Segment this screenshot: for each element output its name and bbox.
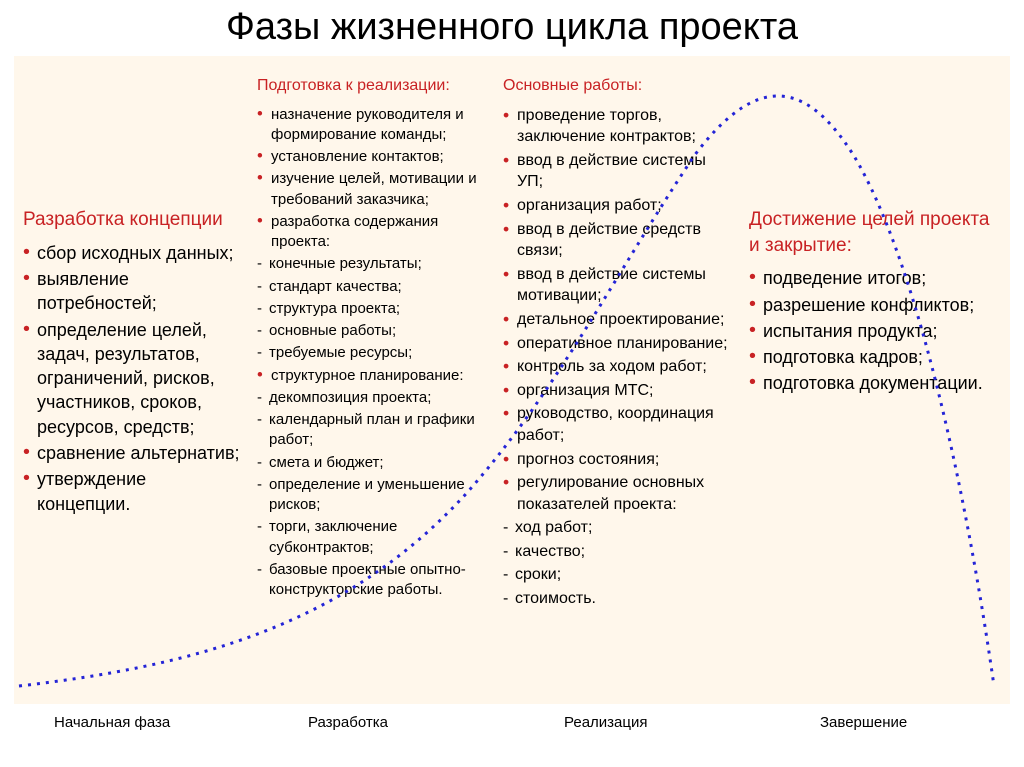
list-item: оперативное планирование;: [503, 333, 733, 355]
columns-wrap: Разработка концепции сбор исходных данны…: [15, 57, 1009, 703]
col-preparation: Подготовка к реализации: назначение руко…: [249, 57, 495, 703]
list-item: регулирование основных показателей проек…: [503, 472, 733, 515]
list-item: испытания продукта;: [749, 319, 993, 343]
list-item: руководство, координация работ;: [503, 403, 733, 446]
col-closure: Достижение целей проекта и закрытие: под…: [741, 57, 1001, 703]
list-item: структура проекта;: [257, 299, 487, 319]
phase-label: Начальная фаза: [14, 714, 248, 731]
list-item: сбор исходных данных;: [23, 241, 241, 265]
list-item: подготовка кадров;: [749, 345, 993, 369]
list-item: контроль за ходом работ;: [503, 356, 733, 378]
list-item: прогноз состояния;: [503, 449, 733, 471]
list-item: стандарт качества;: [257, 277, 487, 297]
list-item: ввод в действие системы УП;: [503, 150, 733, 193]
list-item: декомпозиция проекта;: [257, 388, 487, 408]
list-item: определение и уменьшение рисков;: [257, 475, 487, 516]
col-header-concept: Разработка концепции: [23, 207, 241, 233]
list-item: конечные результаты;: [257, 254, 487, 274]
list-item: календарный план и графики работ;: [257, 410, 487, 451]
phase-label: Завершение: [740, 714, 1000, 731]
list-item: организация МТС;: [503, 380, 733, 402]
phase-labels: Начальная фаза Разработка Реализация Зав…: [14, 714, 1010, 731]
col-header-closure: Достижение целей проекта и закрытие:: [749, 207, 993, 258]
list-item: подведение итогов;: [749, 266, 993, 290]
col-header-main: Основные работы:: [503, 75, 733, 97]
list-item: разработка содержания проекта:: [257, 212, 487, 253]
col-concept: Разработка концепции сбор исходных данны…: [15, 57, 249, 703]
list-item: подготовка документации.: [749, 371, 993, 395]
phase-label: Разработка: [248, 714, 494, 731]
list-item: разрешение конфликтов;: [749, 293, 993, 317]
phase-label: Реализация: [494, 714, 740, 731]
list-item: смета и бюджет;: [257, 453, 487, 473]
col-mainwork: Основные работы: проведение торгов, закл…: [495, 57, 741, 703]
list-item: требуемые ресурсы;: [257, 343, 487, 363]
list-item: утверждение концепции.: [23, 467, 241, 516]
list-item: сравнение альтернатив;: [23, 441, 241, 465]
list-item: изучение целей, мотивации и требований з…: [257, 169, 487, 210]
list-item: проведение торгов, заключение контрактов…: [503, 105, 733, 148]
list-item: определение целей, задач, результатов, о…: [23, 318, 241, 439]
list-item: выявление потребностей;: [23, 267, 241, 316]
content-panel: Разработка концепции сбор исходных данны…: [14, 56, 1010, 704]
list-item: установление контактов;: [257, 147, 487, 167]
list-item: ввод в действие средств связи;: [503, 219, 733, 262]
list-item: сроки;: [503, 564, 733, 586]
list-item: организация работ;: [503, 195, 733, 217]
list-item: детальное проектирование;: [503, 309, 733, 331]
list-item: стоимость.: [503, 588, 733, 610]
list-item: основные работы;: [257, 321, 487, 341]
list-item: назначение руководителя и формирование к…: [257, 105, 487, 146]
col-header-prep: Подготовка к реализации:: [257, 75, 487, 97]
list-item: структурное планирование:: [257, 366, 487, 386]
list-item: торги, заключение субконтрактов;: [257, 517, 487, 558]
page-title: Фазы жизненного цикла проекта: [0, 0, 1024, 53]
list-item: базовые проектные опытно-конструктор­ски…: [257, 560, 487, 601]
list-item: ввод в действие системы мотивации;: [503, 264, 733, 307]
list-item: качество;: [503, 541, 733, 563]
list-item: ход работ;: [503, 517, 733, 539]
